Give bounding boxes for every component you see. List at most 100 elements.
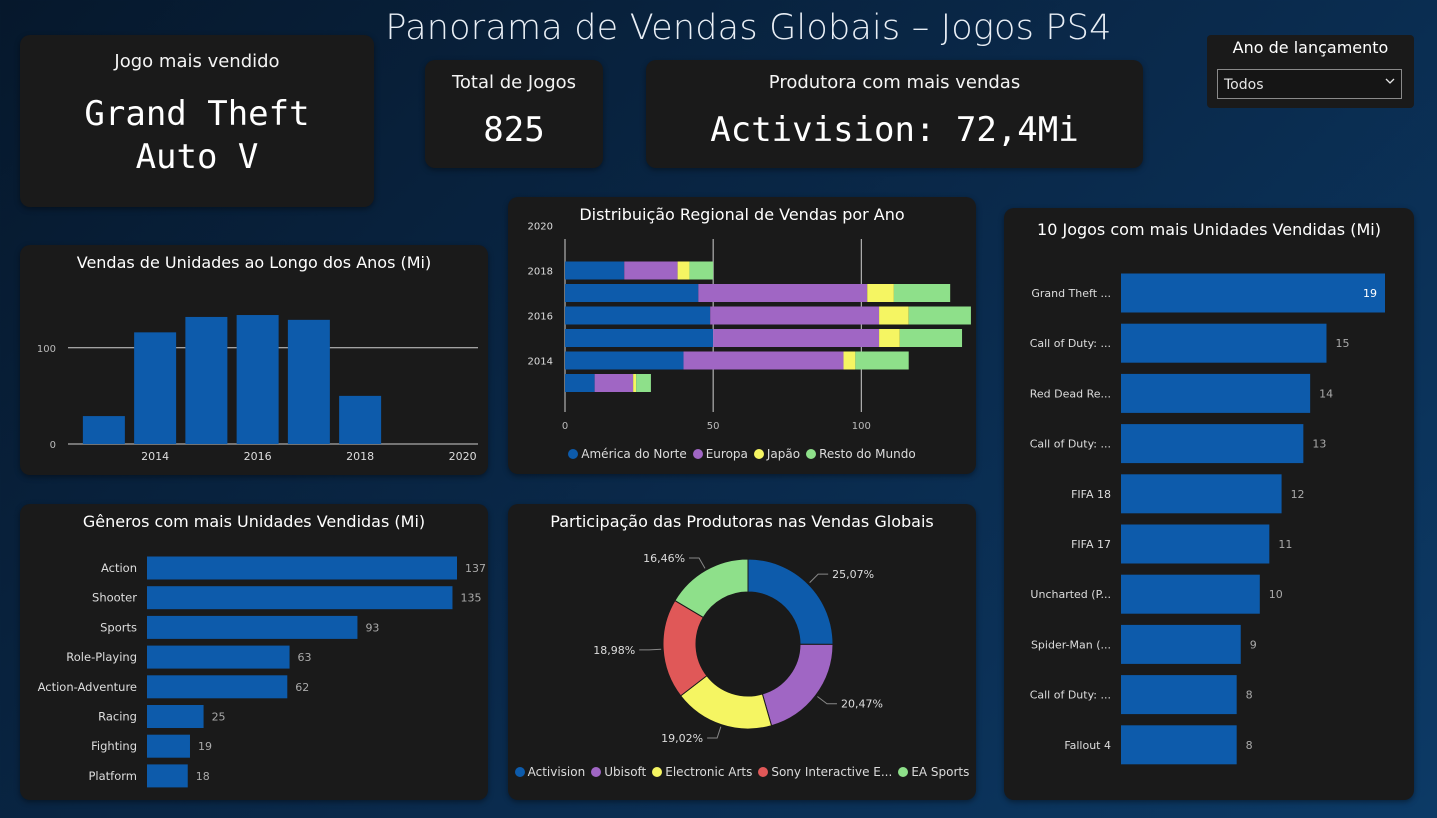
regional-sales-card[interactable]: Distribuição Regional de Vendas por Ano … <box>508 197 976 474</box>
stacked-bar-segment <box>908 306 971 325</box>
year-slicer-dropdown[interactable]: Todos <box>1217 69 1402 99</box>
legend-item[interactable]: Sony Interactive E... <box>758 765 892 779</box>
donut-slice <box>761 643 834 727</box>
legend-item[interactable]: Ubisoft <box>591 765 646 779</box>
genre-bar <box>147 586 453 610</box>
stacked-bar-segment <box>879 306 909 325</box>
game-bar <box>1121 725 1237 765</box>
stacked-bar-segment <box>893 284 951 302</box>
data-label: 9 <box>1250 638 1257 651</box>
sales-by-year-title: Vendas de Unidades ao Longo dos Anos (Mi… <box>76 253 432 272</box>
legend-item[interactable]: Europa <box>692 447 748 461</box>
stacked-bar-segment <box>689 261 714 280</box>
chevron-down-icon[interactable] <box>1385 76 1395 86</box>
year-slicer-title: Ano de lançamento <box>1232 38 1389 57</box>
kpi-total-games-value: 825 <box>483 110 545 150</box>
stacked-bar-segment <box>565 351 684 370</box>
legend-marker <box>758 767 769 777</box>
legend-marker <box>514 767 525 777</box>
top-games-chart: Grand Theft ... 19 Call of Duty: ... 15 Red … <box>1030 273 1385 765</box>
category-label: Spider-Man (... <box>1031 638 1111 651</box>
y-tick-label: 0 <box>50 440 56 451</box>
publishers-share-title: Participação das Produtoras nas Vendas G… <box>550 512 934 531</box>
y-tick-label: 100 <box>37 344 56 355</box>
genre-bar <box>147 764 188 788</box>
legend-item[interactable]: EA Sports <box>898 765 969 779</box>
kpi-top-publisher-value: Activision: 72,4Mi <box>710 110 1079 150</box>
genres-card[interactable]: Gêneros com mais Unidades Vendidas (Mi) … <box>20 504 488 800</box>
game-bar <box>1121 574 1260 614</box>
stacked-bar-segment <box>565 329 714 347</box>
data-label: 63 <box>298 651 312 664</box>
stacked-bar-segment <box>565 374 595 392</box>
category-label: Action <box>101 561 137 575</box>
stacked-bar-segment <box>594 374 634 392</box>
slice-label: 19,02% <box>661 732 703 745</box>
genre-bar <box>147 675 288 699</box>
leader-line <box>809 573 829 583</box>
category-label: Sports <box>100 620 137 634</box>
year-bar <box>339 395 382 444</box>
leader-line <box>639 648 662 651</box>
category-label: Red Dead Re... <box>1030 387 1111 400</box>
x-tick-label: 2018 <box>346 450 374 463</box>
regional-sales-legend[interactable]: América do Norte Europa Japão Resto do Mund… <box>508 447 976 461</box>
legend-item[interactable]: América do Norte <box>568 447 687 461</box>
legend-item[interactable]: Activision <box>514 765 585 779</box>
kpi-top-publisher-label: Produtora com mais vendas <box>768 72 1021 93</box>
y-tick-label: 2020 <box>528 222 553 233</box>
genre-bar <box>147 556 457 580</box>
data-label: 93 <box>365 621 379 634</box>
legend-marker <box>753 449 764 459</box>
donut-slice <box>674 558 749 619</box>
kpi-top-publisher-card[interactable]: Produtora com mais vendas Activision: 72… <box>646 60 1143 168</box>
legend-label: EA Sports <box>911 765 970 779</box>
publishers-share-legend[interactable]: Activision Ubisoft Electronic Arts Sony Int… <box>508 765 976 779</box>
stacked-bar-segment <box>677 261 690 280</box>
legend-label: Electronic Arts <box>665 765 753 779</box>
legend-item[interactable]: Resto do Mundo <box>806 447 916 461</box>
legend-item[interactable]: Electronic Arts <box>652 765 752 779</box>
slice-label: 20,47% <box>841 698 883 711</box>
kpi-top-game-value: Grand Theft Auto V <box>84 94 310 177</box>
leader-line <box>707 726 722 739</box>
legend-item[interactable]: Japão <box>753 447 800 461</box>
stacked-bar-segment <box>855 351 909 370</box>
stacked-bar-segment <box>633 374 637 392</box>
publishers-share-card[interactable]: Participação das Produtoras nas Vendas G… <box>508 504 976 800</box>
legend-marker <box>692 449 703 459</box>
game-bar <box>1121 524 1270 564</box>
year-bar <box>82 416 125 444</box>
category-label: Role-Playing <box>66 650 137 664</box>
data-label: 15 <box>1335 337 1349 350</box>
year-bar <box>134 332 177 444</box>
legend-marker <box>568 449 579 459</box>
y-tick-label: 2018 <box>528 267 553 278</box>
data-label: 12 <box>1291 488 1305 501</box>
category-label: Call of Duty: ... <box>1030 438 1111 451</box>
x-tick-label: 100 <box>852 421 871 432</box>
game-bar <box>1121 424 1304 464</box>
top-games-card[interactable]: 10 Jogos com mais Unidades Vendidas (Mi)… <box>1004 208 1414 800</box>
data-label: 18 <box>196 770 210 783</box>
slice-label: 25,07% <box>832 568 874 581</box>
game-bar <box>1121 373 1311 413</box>
top-games-title: 10 Jogos com mais Unidades Vendidas (Mi) <box>1037 220 1381 239</box>
genres-title: Gêneros com mais Unidades Vendidas (Mi) <box>82 512 426 531</box>
year-slicer[interactable]: Ano de lançamento Todos <box>1207 35 1414 108</box>
kpi-total-games-card[interactable]: Total de Jogos 825 <box>425 60 603 168</box>
game-bar <box>1121 474 1282 514</box>
genres-chart: Action 137 Shooter 135 Sports 93 Role-Playing 6… <box>38 556 486 788</box>
category-label: Call of Duty: ... <box>1030 689 1111 702</box>
data-label: 11 <box>1278 538 1292 551</box>
kpi-top-game-card[interactable]: Jogo mais vendido Grand Theft Auto V <box>20 35 374 207</box>
x-tick-label: 0 <box>562 421 568 432</box>
publishers-share-chart: 25,07% 20,47% 19,02% 18,98% 16,46% <box>593 552 883 745</box>
legend-marker <box>591 767 602 777</box>
stacked-bar-segment <box>636 374 651 392</box>
sales-by-year-card[interactable]: Vendas de Unidades ao Longo dos Anos (Mi… <box>20 245 488 475</box>
sales-by-year-chart: 0 100 2014 2016 2018 2020 <box>37 315 478 463</box>
stacked-bar-segment <box>843 351 856 370</box>
stacked-bar-segment <box>624 261 678 280</box>
stacked-bar-segment <box>899 329 963 347</box>
